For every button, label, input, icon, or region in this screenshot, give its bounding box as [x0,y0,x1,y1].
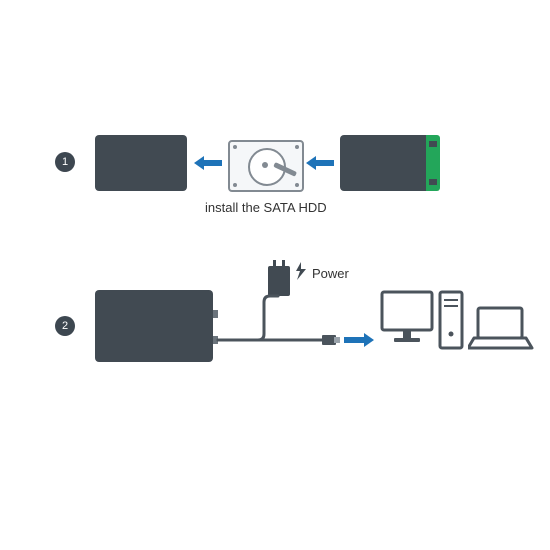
laptop-icon [468,306,534,352]
desktop-monitor-icon [380,290,436,350]
usb-cable [0,0,550,550]
desktop-tower-icon [438,290,466,352]
diagram-stage: 1 install the SATA HDD 2 [0,0,550,550]
arrow-to-computer [344,331,376,349]
